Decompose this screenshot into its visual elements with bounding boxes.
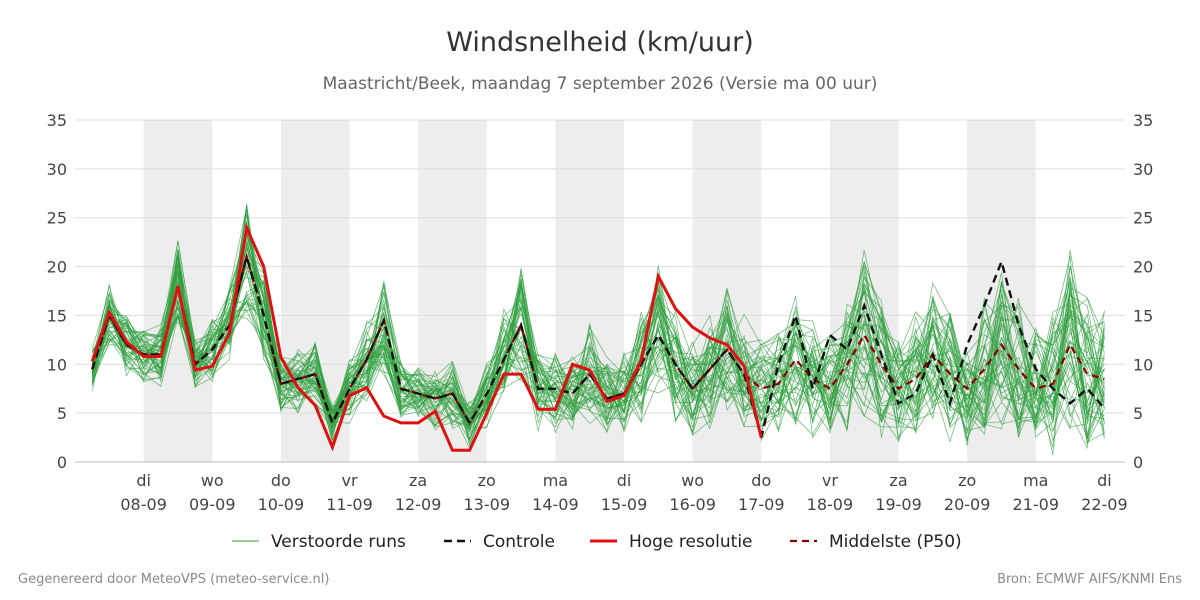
- y-tick-label-right: 20: [1133, 258, 1153, 277]
- y-tick-label-left: 35: [47, 111, 67, 130]
- y-axis-left: 0 5 10 15 20 25 30 35: [47, 111, 67, 472]
- y-tick-label-right: 30: [1133, 160, 1153, 179]
- x-tick-day-label: zo: [478, 471, 496, 490]
- x-tick-day-label: di: [136, 471, 151, 490]
- ensemble-member-line: [91, 265, 1105, 448]
- footer-credit: Gegenereerd door MeteoVPS (meteo-service…: [18, 572, 330, 587]
- x-tick-date-label: 20-09: [944, 495, 991, 514]
- x-tick-date-label: 09-09: [189, 495, 236, 514]
- ensemble-member-line: [91, 254, 1105, 441]
- x-tick-date-label: 08-09: [120, 495, 167, 514]
- ensemble-member-line: [91, 204, 1105, 434]
- x-tick-date-label: 15-09: [601, 495, 648, 514]
- x-tick-day-label: do: [271, 471, 291, 490]
- x-tick-date-label: 18-09: [807, 495, 854, 514]
- legend-label-hires: Hoge resolutie: [629, 532, 753, 552]
- x-tick-day-label: vr: [341, 471, 357, 490]
- x-tick-day-label: wo: [681, 471, 704, 490]
- x-tick-date-label: 10-09: [258, 495, 305, 514]
- x-tick-date-label: 13-09: [464, 495, 511, 514]
- footer-source: Bron: ECMWF AIFS/KNMI Ens: [997, 572, 1182, 587]
- x-tick-date-label: 17-09: [738, 495, 785, 514]
- x-tick-day-label: do: [751, 471, 771, 490]
- x-tick-date-label: 11-09: [326, 495, 373, 514]
- x-tick-day-label: di: [617, 471, 632, 490]
- y-tick-label-left: 30: [47, 160, 67, 179]
- y-tick-label-right: 35: [1133, 111, 1153, 130]
- x-tick-date-label: 14-09: [532, 495, 579, 514]
- ensemble-member-line: [91, 237, 1105, 432]
- hires-line: [90, 222, 763, 452]
- x-tick-day-label: vr: [822, 471, 838, 490]
- y-tick-label-left: 25: [47, 209, 67, 228]
- ensemble-member-line: [91, 293, 1105, 442]
- legend-label-median: Middelste (P50): [829, 532, 962, 552]
- y-tick-label-left: 0: [57, 453, 67, 472]
- x-axis: di 08-09 wo 09-09 do 10-09 vr 11-09 za 12-09 zo 13-…: [120, 471, 1127, 514]
- ensemble-member-line: [91, 260, 1105, 445]
- ensemble-member-line: [91, 282, 1105, 450]
- x-tick-day-label: ma: [1023, 471, 1048, 490]
- ensemble-member-line: [91, 208, 1105, 444]
- x-tick-day-label: za: [889, 471, 907, 490]
- chart-subtitle: Maastricht/Beek, maandag 7 september 202…: [323, 74, 878, 94]
- x-tick-date-label: 21-09: [1013, 495, 1060, 514]
- legend: Verstoorde runs Controle Hoge resolutie Mid…: [232, 532, 962, 552]
- y-tick-label-left: 15: [47, 306, 67, 325]
- y-tick-label-right: 15: [1133, 306, 1153, 325]
- x-tick-date-label: 16-09: [669, 495, 716, 514]
- x-tick-date-label: 12-09: [395, 495, 442, 514]
- x-tick-day-label: wo: [201, 471, 224, 490]
- y-tick-label-right: 5: [1133, 404, 1143, 423]
- ensemble-member-line: [91, 232, 1105, 436]
- x-tick-date-label: 22-09: [1081, 495, 1128, 514]
- y-tick-label-right: 10: [1133, 355, 1153, 374]
- y-tick-label-left: 5: [57, 404, 67, 423]
- x-tick-day-label: di: [1097, 471, 1112, 490]
- y-axis-right: 0 5 10 15 20 25 30 35: [1133, 111, 1153, 472]
- main-series-lines: [90, 222, 1106, 452]
- x-tick-day-label: za: [409, 471, 427, 490]
- y-tick-label-left: 20: [47, 258, 67, 277]
- legend-label-control: Controle: [483, 532, 555, 552]
- x-tick-day-label: zo: [958, 471, 976, 490]
- y-tick-label-left: 10: [47, 355, 67, 374]
- ensemble-member-line: [91, 231, 1105, 436]
- y-tick-label-right: 0: [1133, 453, 1143, 472]
- ensemble-member-line: [91, 263, 1105, 446]
- x-tick-day-label: ma: [543, 471, 568, 490]
- legend-label-ensemble: Verstoorde runs: [271, 532, 406, 552]
- ensemble-lines: [91, 203, 1105, 456]
- x-tick-date-label: 19-09: [875, 495, 922, 514]
- y-tick-label-right: 25: [1133, 209, 1153, 228]
- chart-title: Windsnelheid (km/uur): [446, 27, 754, 58]
